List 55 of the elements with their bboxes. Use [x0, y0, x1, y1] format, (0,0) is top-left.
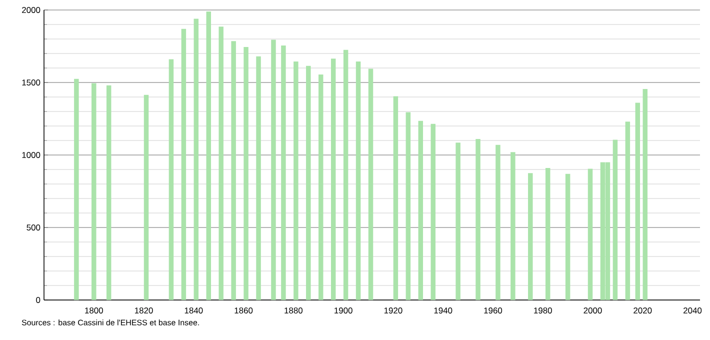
bar: [456, 142, 460, 300]
x-tick-label: 1840: [184, 308, 203, 314]
x-tick-label: 1820: [134, 308, 153, 314]
bar: [588, 168, 593, 300]
bar: [144, 94, 149, 300]
x-tick-label: 1980: [534, 308, 552, 314]
bar: [393, 96, 398, 300]
y-tick-label: 0: [36, 297, 40, 303]
x-tick-label: 1900: [334, 308, 352, 314]
bar: [181, 28, 186, 300]
bar: [612, 140, 618, 300]
bar: [106, 85, 112, 300]
y-tick-label: 1000: [22, 152, 40, 158]
bar: [74, 78, 79, 300]
x-tick-label: 1960: [484, 308, 502, 314]
bar: [343, 50, 348, 300]
bar: [406, 112, 411, 300]
bar: [256, 56, 261, 300]
bar: [496, 144, 500, 300]
bar: [294, 61, 298, 300]
bar: [476, 139, 480, 300]
bar: [306, 66, 311, 300]
bar: [565, 174, 570, 300]
bar: [271, 40, 276, 300]
x-tick-label: 2020: [634, 308, 652, 314]
bar: [635, 102, 640, 300]
bar: [430, 124, 436, 300]
bar: [218, 26, 224, 300]
bar: [281, 46, 286, 300]
bar: [625, 122, 630, 300]
bar: [168, 59, 174, 300]
y-tick-label: 2000: [22, 7, 40, 13]
x-tick-label: 1880: [284, 308, 303, 314]
bar: [642, 89, 648, 300]
bar: [194, 18, 199, 300]
bar: [330, 58, 336, 300]
bar: [244, 46, 248, 300]
bar: [356, 61, 361, 300]
x-tick-label: 1920: [384, 308, 402, 314]
bar: [545, 168, 550, 300]
y-tick-label: 500: [26, 224, 40, 230]
bar: [206, 11, 211, 300]
x-tick-label: 2040: [684, 308, 702, 314]
x-tick-label: 2000: [584, 308, 602, 314]
x-tick-label: 1800: [85, 308, 103, 314]
bar: [528, 173, 533, 300]
bar: [418, 120, 424, 300]
x-tick-label: 1860: [234, 308, 253, 314]
bar: [231, 41, 236, 300]
bar: [318, 74, 324, 300]
bar: [368, 68, 374, 300]
bar: [510, 152, 516, 300]
x-tick-label: 1940: [434, 308, 452, 314]
y-tick-label: 1500: [22, 80, 40, 86]
bar: [92, 83, 96, 300]
